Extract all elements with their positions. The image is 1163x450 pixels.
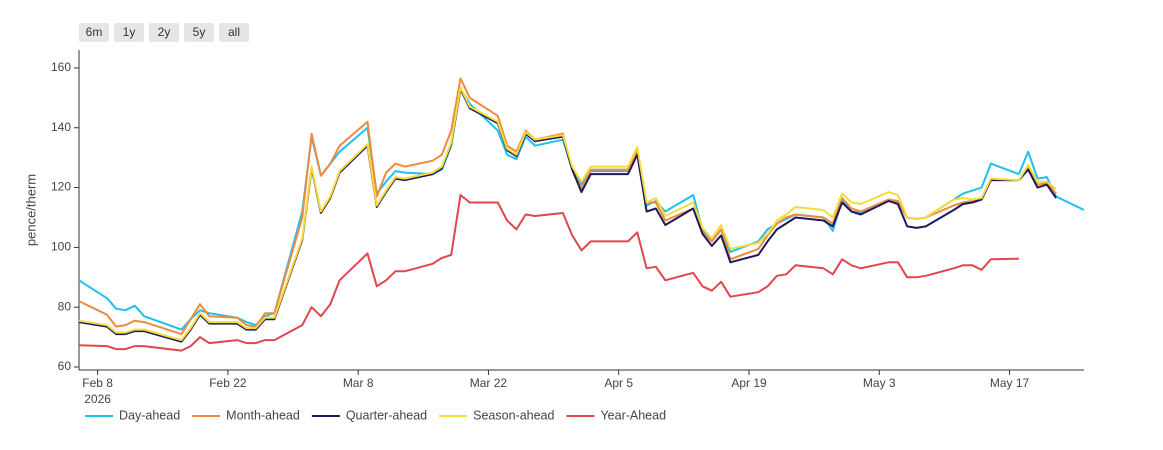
range-button[interactable]: [79, 23, 109, 42]
x-tick-label: Apr 19: [731, 376, 767, 390]
range-button-label[interactable]: all: [228, 25, 240, 39]
range-button-label[interactable]: 6m: [86, 25, 103, 39]
range-button-label[interactable]: 5y: [193, 25, 206, 39]
series-line: [79, 87, 1057, 343]
x-tick-label: Apr 5: [604, 376, 633, 390]
range-button[interactable]: [114, 23, 144, 42]
legend-label: Month-ahead: [226, 408, 300, 422]
legend-label: Day-ahead: [119, 408, 180, 422]
legend: Day-ahead Month-ahead Quarter-ahead Season-…: [85, 408, 666, 422]
y-tick-label: 120: [51, 180, 71, 194]
series-line: [79, 194, 1019, 352]
range-button-label[interactable]: 2y: [158, 25, 171, 39]
range-button[interactable]: [149, 23, 179, 42]
series-line: [79, 87, 1084, 331]
plot-area: [79, 77, 1084, 352]
range-button-label[interactable]: 1y: [123, 25, 136, 39]
x-tick-label: Feb 8: [82, 376, 113, 390]
legend-label: Year-Ahead: [600, 408, 666, 422]
y-tick-label: 160: [51, 60, 71, 74]
y-axis-title: pence/therm: [23, 174, 38, 246]
y-tick-label: 100: [51, 240, 71, 254]
y-tick-label: 60: [58, 359, 72, 373]
x-tick-label: May 3: [863, 376, 896, 390]
x-year-label: 2026: [84, 392, 111, 406]
x-tick-label: Feb 22: [209, 376, 247, 390]
x-tick-label: May 17: [990, 376, 1030, 390]
y-tick-label: 80: [58, 299, 72, 313]
series-line: [79, 77, 1057, 336]
range-button[interactable]: [184, 23, 214, 42]
series-line: [79, 86, 1057, 342]
range-button[interactable]: [219, 23, 249, 42]
x-tick-label: Mar 22: [470, 376, 508, 390]
legend-label: Quarter-ahead: [346, 408, 427, 422]
x-tick-label: Mar 8: [343, 376, 374, 390]
x-ticks: Feb 8 2026 Feb 22 Mar 8 Mar 22 Apr 5 Apr 19 May…: [82, 376, 1030, 406]
range-selector: 6m 1y 2y 5y all: [79, 23, 249, 42]
legend-label: Season-ahead: [473, 408, 554, 422]
y-tick-label: 140: [51, 120, 71, 134]
